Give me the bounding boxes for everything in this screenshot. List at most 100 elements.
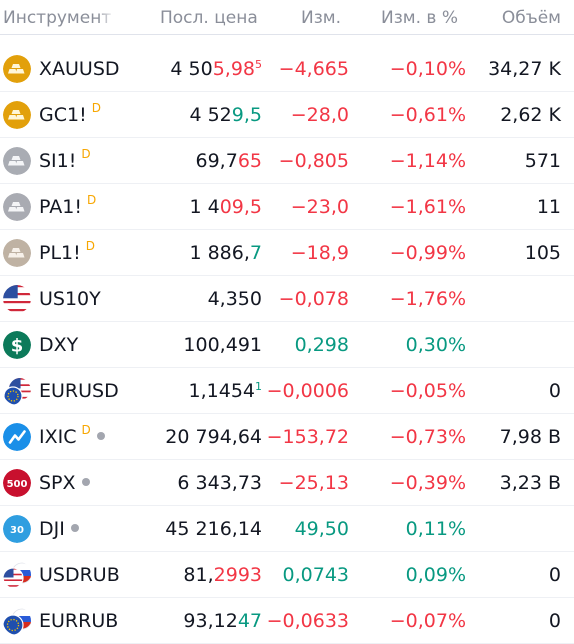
watchlist-row-spx[interactable]: 500 SPX 6 343,73 −25,13 −0,39% 3,23 B bbox=[0, 460, 574, 506]
volume-cell: 105 bbox=[524, 241, 561, 264]
change-cell: −4,665 bbox=[278, 58, 349, 80]
symbol-cell: US10Y bbox=[39, 288, 101, 310]
market-status-dot bbox=[96, 431, 105, 440]
us-ru-flags-icon bbox=[3, 561, 31, 589]
change-cell: 49,50 bbox=[294, 517, 349, 540]
watchlist-row-xauusd[interactable]: XAUUSD 4 505,985 −4,665 −0,10% 34,27 K bbox=[0, 35, 574, 92]
last-price-main: 1,1454 bbox=[188, 379, 255, 402]
symbol-cell: DJI bbox=[39, 518, 79, 540]
gold-bars-icon bbox=[3, 100, 31, 129]
change-cell: 0,298 bbox=[294, 333, 349, 356]
column-header-change[interactable]: Изм. bbox=[301, 8, 341, 28]
last-price-cell: 100,491 bbox=[183, 334, 262, 356]
watchlist-row-eurrub[interactable]: EURRUB 93,1247 −0,0633 −0,07% 0 bbox=[0, 598, 574, 644]
watchlist-row-us10y[interactable]: US10Y 4,350 −0,078 −1,76% bbox=[0, 276, 574, 322]
last-price-changed-digits: 09,5 bbox=[219, 195, 262, 218]
last-price-cell: 45 216,14 bbox=[165, 518, 262, 540]
delayed-badge: D bbox=[91, 100, 101, 115]
last-price-main: 93,12 bbox=[183, 609, 238, 632]
eu-ru-flags-icon bbox=[3, 607, 31, 635]
watchlist-row-usdrub[interactable]: USDRUB 81,2993 0,0743 0,09% 0 bbox=[0, 552, 574, 598]
change-pct-cell: −0,99% bbox=[389, 241, 466, 264]
watchlist-row-dxy[interactable]: $ DXY 100,491 0,298 0,30% bbox=[0, 322, 574, 368]
symbol-cell: SI1! D bbox=[39, 147, 91, 172]
market-status-dot bbox=[70, 523, 79, 532]
last-price-cell: 1 409,5 bbox=[189, 196, 262, 218]
column-header-instrument[interactable]: Инструмент bbox=[3, 8, 112, 28]
volume-cell: 0 bbox=[548, 609, 561, 632]
change-pct-cell: −0,07% bbox=[389, 609, 466, 632]
last-price-main: 1 886, bbox=[189, 241, 250, 264]
symbol-label: SPX bbox=[39, 471, 76, 494]
watchlist-row-ixic[interactable]: IXIC D 20 794,64 −153,72 −0,73% 7,98 B bbox=[0, 414, 574, 460]
last-price-main: 4 52 bbox=[189, 103, 232, 126]
dollar-icon: $ bbox=[3, 330, 31, 359]
last-price-changed-digits: 9,5 bbox=[231, 103, 262, 126]
volume-cell: 11 bbox=[536, 195, 561, 218]
last-price-main: 1 4 bbox=[189, 195, 220, 218]
symbol-cell: DXY bbox=[39, 334, 78, 356]
last-price-pipette: 1 bbox=[255, 379, 262, 393]
change-pct-cell: 0,11% bbox=[405, 517, 466, 540]
watchlist-row-gc11[interactable]: GC1! D 4 529,5 −28,0 −0,61% 2,62 K bbox=[0, 92, 574, 138]
last-price-main: 6 343,73 bbox=[177, 471, 262, 494]
change-pct-cell: −1,61% bbox=[389, 195, 466, 218]
symbol-label: IXIC bbox=[39, 425, 77, 448]
change-pct-cell: −0,10% bbox=[389, 58, 466, 80]
symbol-label: DJI bbox=[39, 517, 65, 540]
watchlist-row-pa11[interactable]: PA1! D 1 409,5 −23,0 −1,61% 11 bbox=[0, 184, 574, 230]
symbol-cell: GC1! D bbox=[39, 100, 101, 126]
symbol-label: SI1! bbox=[39, 149, 77, 172]
volume-cell: 571 bbox=[524, 149, 561, 172]
platinum-bars-icon bbox=[3, 238, 31, 267]
change-cell: −23,0 bbox=[290, 195, 349, 218]
us-flag-icon bbox=[3, 284, 31, 313]
change-pct-cell: −0,39% bbox=[389, 471, 466, 494]
gold-bars-icon bbox=[3, 55, 31, 83]
last-price-pipette: 5 bbox=[255, 58, 262, 71]
svg-text:30: 30 bbox=[10, 525, 24, 536]
change-pct-cell: 0,09% bbox=[405, 563, 466, 586]
last-price-changed-digits: 2993 bbox=[213, 563, 262, 586]
symbol-cell: PL1! D bbox=[39, 238, 95, 264]
symbol-cell: EURRUB bbox=[39, 610, 118, 632]
sp500-icon: 500 bbox=[3, 468, 31, 497]
silver-bars-icon bbox=[3, 146, 31, 175]
watchlist-row-si11[interactable]: SI1! D 69,765 −0,805 −1,14% 571 bbox=[0, 138, 574, 184]
svg-text:500: 500 bbox=[7, 479, 28, 490]
symbol-label: USDRUB bbox=[39, 563, 120, 586]
change-cell: −18,9 bbox=[290, 241, 349, 264]
change-cell: −153,72 bbox=[266, 425, 349, 448]
change-cell: −0,0633 bbox=[266, 609, 349, 632]
last-price-main: 45 216,14 bbox=[165, 517, 262, 540]
column-header-change-pct[interactable]: Изм. в % bbox=[381, 8, 458, 28]
column-header-last-price[interactable]: Посл. цена bbox=[160, 8, 258, 28]
symbol-cell: PA1! D bbox=[39, 193, 96, 218]
column-header-volume[interactable]: Объём bbox=[501, 8, 561, 28]
svg-text:$: $ bbox=[11, 335, 24, 356]
change-pct-cell: −0,05% bbox=[389, 379, 466, 402]
last-price-main: 4,350 bbox=[207, 287, 262, 310]
market-status-dot bbox=[81, 477, 90, 486]
watchlist-row-eurusd[interactable]: EURUSD 1,14541 −0,0006 −0,05% 0 bbox=[0, 368, 574, 414]
change-pct-cell: 0,30% bbox=[405, 333, 466, 356]
last-price-cell: 69,765 bbox=[196, 150, 263, 172]
volume-cell: 34,27 K bbox=[488, 58, 561, 80]
delayed-badge: D bbox=[81, 422, 91, 437]
last-price-cell: 4,350 bbox=[208, 288, 262, 310]
last-price-cell: 1,14541 bbox=[189, 380, 262, 402]
last-price-cell: 4 529,5 bbox=[189, 104, 262, 126]
symbol-label: EURUSD bbox=[39, 379, 119, 402]
volume-cell: 7,98 B bbox=[499, 425, 561, 448]
watchlist-row-pl11[interactable]: PL1! D 1 886,7 −18,9 −0,99% 105 bbox=[0, 230, 574, 276]
change-pct-cell: −1,14% bbox=[389, 149, 466, 172]
symbol-label: PA1! bbox=[39, 195, 82, 218]
change-pct-cell: −0,61% bbox=[389, 103, 466, 126]
change-cell: 0,0743 bbox=[282, 563, 349, 586]
delayed-badge: D bbox=[85, 238, 95, 253]
last-price-main: 81, bbox=[183, 563, 214, 586]
palladium-bars-icon bbox=[3, 192, 31, 221]
last-price-cell: 1 886,7 bbox=[189, 242, 262, 264]
watchlist-row-dji[interactable]: 30 DJI 45 216,14 49,50 0,11% bbox=[0, 506, 574, 552]
watchlist-rows: XAUUSD 4 505,985 −4,665 −0,10% 34,27 K GC1! D 4… bbox=[0, 35, 574, 644]
